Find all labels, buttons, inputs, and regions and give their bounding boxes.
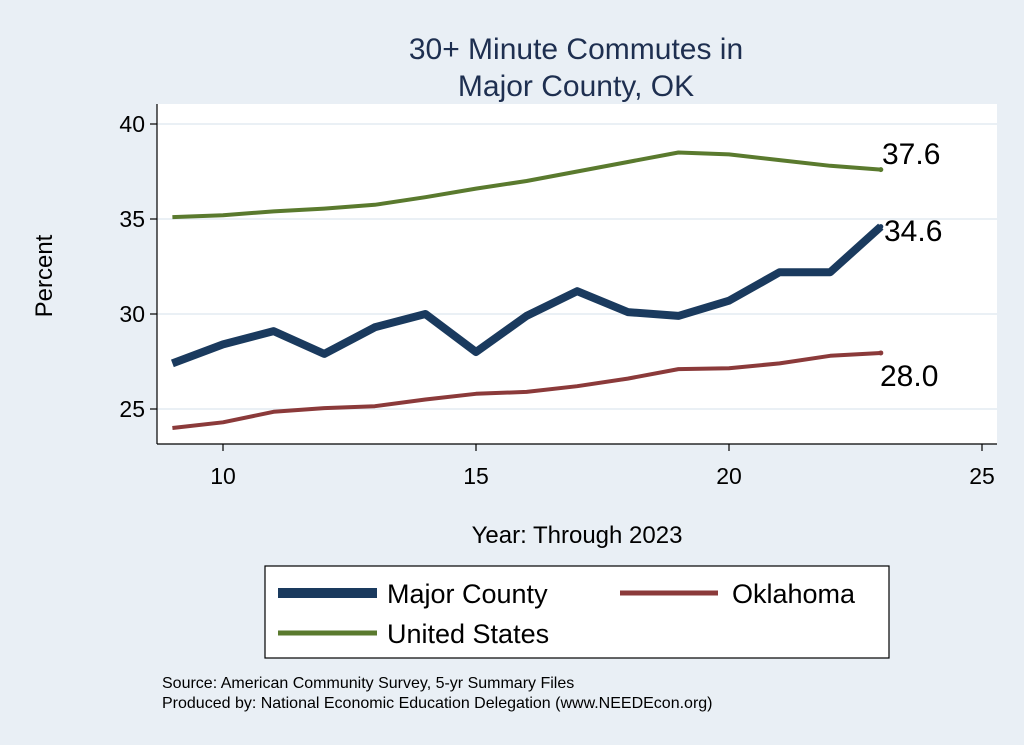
y-axis-label: Percent (31, 234, 58, 317)
legend-label-oklahoma: Oklahoma (732, 579, 856, 609)
axes (156, 104, 997, 445)
chart-title-line-1: 30+ Minute Commutes in (409, 33, 743, 66)
x-ticks: 10 15 20 25 (210, 444, 995, 489)
x-tick-label-15: 15 (463, 463, 489, 489)
series-end-point-oklahoma (878, 350, 884, 356)
plot-area (157, 104, 997, 444)
end-label-united-states: 37.6 (882, 138, 940, 171)
y-tick-label-30: 30 (119, 301, 145, 327)
series-line-oklahoma (172, 351, 881, 430)
x-tick-label-20: 20 (716, 463, 742, 489)
chart-title-line-2: Major County, OK (458, 70, 694, 103)
legend: Major County Oklahoma United States (264, 565, 890, 659)
legend-label-united-states: United States (387, 619, 549, 649)
series-line-major-county (170, 223, 884, 368)
y-ticks: 25 30 35 40 (119, 111, 157, 422)
end-label-oklahoma: 28.0 (880, 360, 938, 393)
series-end-point-major-county (878, 224, 884, 230)
series-layer (170, 150, 884, 430)
legend-label-major-county: Major County (387, 579, 548, 609)
x-axis-label: Year: Through 2023 (472, 522, 683, 549)
series-line-united-states (172, 150, 881, 220)
producer-note: Produced by: National Economic Education… (162, 695, 713, 712)
y-tick-label-40: 40 (119, 111, 145, 137)
source-note: Source: American Community Survey, 5-yr … (162, 675, 574, 692)
end-label-major-county: 34.6 (884, 215, 942, 248)
x-tick-label-10: 10 (210, 463, 236, 489)
y-tick-label-35: 35 (119, 206, 145, 232)
series-end-point-united-states (878, 167, 884, 173)
legend-box (264, 565, 890, 659)
y-tick-label-25: 25 (119, 396, 145, 422)
x-tick-label-25: 25 (969, 463, 995, 489)
